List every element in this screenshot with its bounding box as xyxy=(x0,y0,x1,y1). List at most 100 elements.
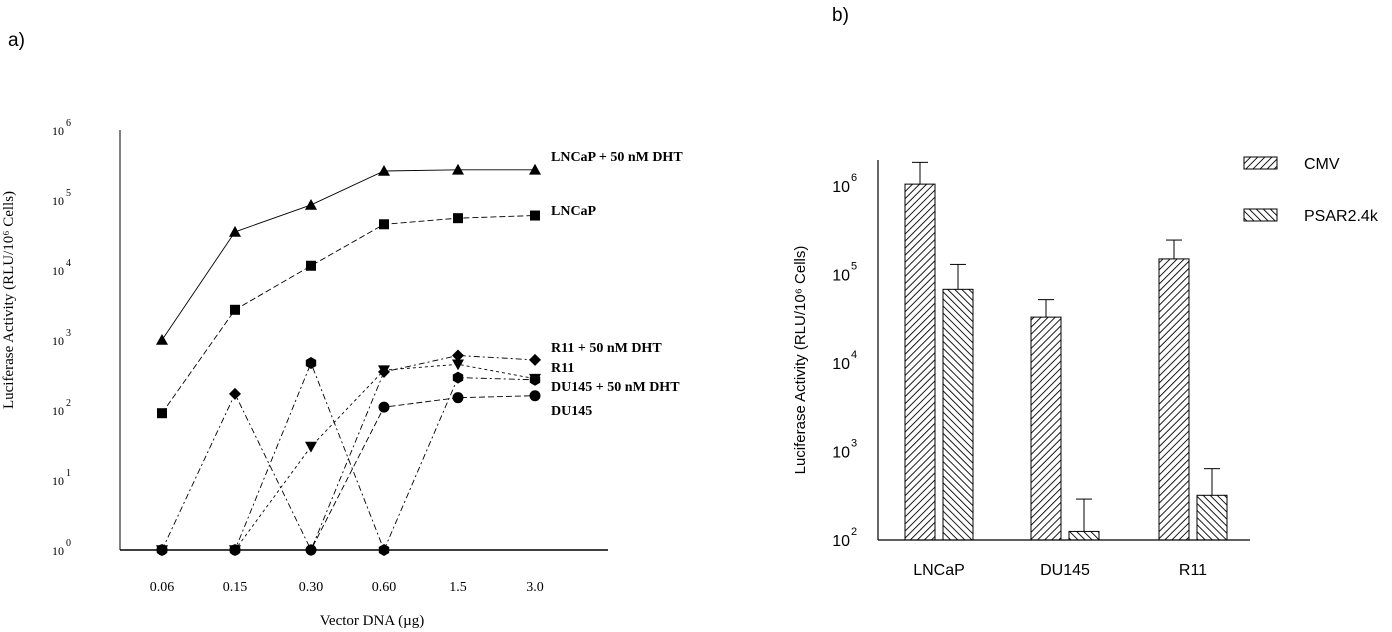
y-tick-exponent: 5 xyxy=(66,188,71,199)
series-line-du145-50-nm-dht xyxy=(162,361,536,552)
y-tick-label: 105 xyxy=(832,261,857,285)
data-point-lncap-50-nm-dht xyxy=(305,198,317,210)
y-tick-base: 10 xyxy=(52,194,64,208)
y-tick-base: 10 xyxy=(832,268,850,285)
y-tick-label: 104 xyxy=(52,258,71,278)
data-point-r11 xyxy=(452,359,464,371)
series-label: DU145 xyxy=(551,404,592,419)
y-tick-base: 10 xyxy=(52,264,64,278)
bar-psar2-4k xyxy=(942,288,974,541)
data-point-lncap xyxy=(530,210,540,221)
legend-swatch-cmv xyxy=(1243,156,1278,170)
y-tick-label: 106 xyxy=(52,118,71,138)
data-point-lncap-50-nm-dht xyxy=(156,334,168,345)
x-tick-label: 1.5 xyxy=(449,580,467,595)
data-point-du145 xyxy=(156,544,168,556)
series-line-du145 xyxy=(162,395,536,551)
data-point-lncap xyxy=(230,304,240,315)
series-line-r11 xyxy=(162,363,536,551)
legend-label: PSAR2.4k xyxy=(1304,208,1379,225)
y-tick-label: 105 xyxy=(52,188,71,208)
data-point-du145-50-nm-dht xyxy=(305,357,317,369)
x-tick-label: LNCaP xyxy=(913,562,965,579)
x-tick-label: 0.15 xyxy=(223,580,248,595)
y-tick-exponent: 5 xyxy=(851,261,857,273)
data-point-lncap-50-nm-dht xyxy=(378,164,390,176)
y-tick-label: 101 xyxy=(52,468,71,488)
y-tick-base: 10 xyxy=(832,533,850,550)
data-point-lncap-50-nm-dht xyxy=(229,225,241,237)
data-point-lncap xyxy=(379,219,389,230)
legend: CMV PSAR2.4k xyxy=(1243,156,1379,225)
y-tick-exponent: 4 xyxy=(851,349,857,361)
bar-cmv xyxy=(1158,258,1190,541)
y-axis-title: Luciferase Activity (RLU/10⁶ Cells) xyxy=(792,246,809,475)
y-tick-base: 10 xyxy=(52,124,64,138)
data-point-du145 xyxy=(452,392,464,404)
y-tick-base: 10 xyxy=(52,474,64,488)
data-point-r11 xyxy=(305,441,317,453)
x-axis-title: Vector DNA (µg) xyxy=(320,613,424,629)
bar-cmv xyxy=(1030,316,1062,541)
y-tick-label: 102 xyxy=(832,526,857,550)
x-tick-label: 3.0 xyxy=(526,580,544,595)
series-label: R11 xyxy=(551,361,574,376)
y-tick-label: 103 xyxy=(832,438,857,462)
data-point-r11-50-nm-dht xyxy=(529,353,541,366)
y-tick-exponent: 2 xyxy=(851,526,857,538)
data-point-du145-50-nm-dht xyxy=(529,373,541,386)
y-tick-label: 103 xyxy=(52,328,71,348)
y-tick-exponent: 6 xyxy=(851,172,857,184)
y-tick-exponent: 3 xyxy=(66,328,71,339)
series-line-lncap-50-nm-dht xyxy=(161,169,535,341)
y-tick-exponent: 3 xyxy=(851,438,857,450)
data-point-r11 xyxy=(378,365,390,377)
panel-b-label: b) xyxy=(832,5,849,26)
y-tick-base: 10 xyxy=(832,179,850,196)
data-point-du145 xyxy=(529,390,541,402)
y-tick-base: 10 xyxy=(52,334,64,348)
series-label: R11 + 50 nM DHT xyxy=(551,341,662,356)
series-line-lncap xyxy=(161,215,536,414)
x-tick-label: 0.60 xyxy=(372,580,397,595)
y-axis-title: Luciferase Activity (RLU/10⁶ Cells) xyxy=(1,191,17,409)
series-line-r11-50-nm-dht xyxy=(161,355,536,552)
data-point-lncap-50-nm-dht xyxy=(452,163,464,175)
data-point-lncap xyxy=(453,213,463,224)
y-tick-exponent: 0 xyxy=(66,538,71,549)
y-tick-base: 10 xyxy=(52,404,64,418)
data-point-du145 xyxy=(229,544,241,556)
y-tick-label: 100 xyxy=(52,538,71,558)
series-label: LNCaP xyxy=(551,204,597,219)
x-tick-label: DU145 xyxy=(1040,562,1090,579)
bar-psar2-4k xyxy=(1196,494,1228,541)
y-tick-exponent: 4 xyxy=(66,258,71,269)
data-point-du145-50-nm-dht xyxy=(378,544,390,556)
x-tick-label: R11 xyxy=(1179,562,1207,579)
y-tick-exponent: 2 xyxy=(66,398,71,409)
data-point-r11-50-nm-dht xyxy=(229,387,241,400)
y-tick-exponent: 1 xyxy=(66,468,71,479)
legend-label: CMV xyxy=(1304,156,1340,173)
data-point-lncap xyxy=(157,408,167,419)
y-tick-label: 104 xyxy=(832,349,857,373)
data-point-du145-50-nm-dht xyxy=(452,371,464,384)
panel-a-label: a) xyxy=(8,30,25,51)
x-tick-label: 0.30 xyxy=(299,580,324,595)
data-point-r11-50-nm-dht xyxy=(452,349,464,362)
legend-swatch-psar2-4k xyxy=(1243,208,1278,222)
bar-psar2-4k xyxy=(1068,530,1100,541)
data-point-lncap xyxy=(306,260,316,271)
series-label: DU145 + 50 nM DHT xyxy=(551,380,680,395)
data-point-lncap-50-nm-dht xyxy=(529,163,541,175)
y-tick-label: 102 xyxy=(52,398,71,418)
bar-cmv xyxy=(904,183,936,541)
data-point-du145 xyxy=(305,544,317,556)
series-label: LNCaP + 50 nM DHT xyxy=(551,150,683,165)
y-tick-base: 10 xyxy=(832,445,850,462)
y-tick-exponent: 6 xyxy=(66,118,71,129)
y-tick-label: 106 xyxy=(832,172,857,196)
